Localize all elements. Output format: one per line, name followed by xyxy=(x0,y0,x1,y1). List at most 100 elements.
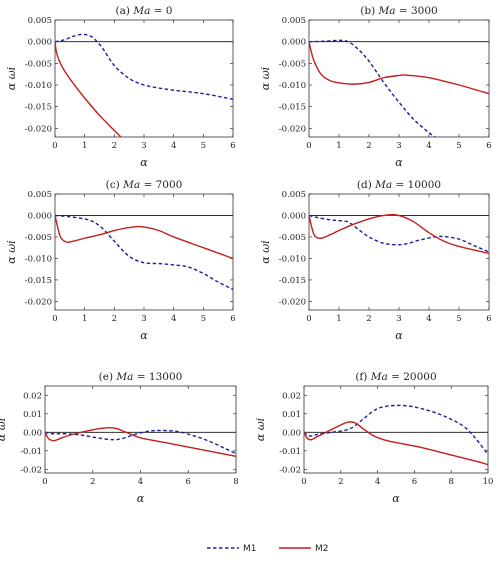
y-axis-label: α ωi xyxy=(5,240,18,263)
x-tick-label: 2 xyxy=(112,314,117,324)
panel-title: (a) Ma = 0 xyxy=(116,5,173,17)
panel-b: (b) Ma = 3000 0 1 2 3 4 5 6 0.005 0.000 -0.005 -0.0… xyxy=(259,5,492,169)
series-line-m1 xyxy=(55,33,233,100)
y-tick-label: 0.02 xyxy=(23,391,42,401)
series-group xyxy=(309,213,489,254)
panel-title-prefix: (a) xyxy=(116,5,134,17)
panel-title-prefix: (c) xyxy=(106,179,123,191)
x-tick-label: 6 xyxy=(486,314,491,324)
y-tick-label: -0.015 xyxy=(279,276,306,286)
panel-title-value: = 3000 xyxy=(396,5,438,17)
y-tick-label: -0.020 xyxy=(279,124,306,134)
y-axis-label: α ωi xyxy=(259,240,272,263)
y-tick-label: -0.005 xyxy=(279,233,306,243)
panel-title-value: = 0 xyxy=(150,5,172,17)
y-tick-label: -0.005 xyxy=(25,233,52,243)
y-tick-label: 0.000 xyxy=(282,38,306,48)
panel-title-prefix: (d) xyxy=(357,179,375,191)
series-line-m2 xyxy=(55,41,122,137)
series-line-m1 xyxy=(55,214,233,291)
y-tick-label: 0.000 xyxy=(282,211,306,221)
series-group xyxy=(55,214,233,291)
panel-e: (e) Ma = 13000 0 2 4 6 8 0.02 0.01 0.00 -0.01 -0.0… xyxy=(0,371,239,505)
plot-frame xyxy=(308,19,490,138)
y-tick-label: -0.01 xyxy=(279,447,301,457)
y-tick-label: 0.005 xyxy=(28,16,52,26)
y-tick-label: 0.005 xyxy=(282,190,306,200)
y-tick-label: -0.010 xyxy=(279,81,306,91)
panel-f: (f) Ma = 20000 0 2 4 6 8 10 0.02 0.01 0.00 -0.01 -0… xyxy=(254,371,493,505)
x-tick-label: 8 xyxy=(233,477,238,487)
y-tick-label: 0.01 xyxy=(282,410,301,420)
x-tick-label: 4 xyxy=(426,314,431,324)
y-axis-label: α ωi xyxy=(0,418,8,441)
y-tick-label: 0.005 xyxy=(28,190,52,200)
series-line-m1 xyxy=(309,39,437,137)
legend-label-m1: M1 xyxy=(243,544,257,554)
y-tick-label: -0.015 xyxy=(279,103,306,113)
y-tick-label: 0.005 xyxy=(282,16,306,26)
series-group xyxy=(55,33,233,137)
legend: M1 M2 xyxy=(207,544,329,554)
x-tick-label: 0 xyxy=(306,141,311,151)
y-tick-label: 0.000 xyxy=(28,38,52,48)
x-axis-label: α xyxy=(392,492,400,505)
series-line-m2 xyxy=(309,213,489,254)
panel-c: (c) Ma = 7000 0 1 2 3 4 5 6 0.005 0.000 -0.005 -0.0… xyxy=(5,179,236,342)
series-line-m1 xyxy=(304,404,488,455)
x-tick-label: 5 xyxy=(456,141,461,151)
x-tick-label: 5 xyxy=(201,141,206,151)
x-tick-label: 5 xyxy=(201,314,206,324)
x-tick-label: 3 xyxy=(396,314,401,324)
y-tick-label: -0.020 xyxy=(279,297,306,307)
series-line-m2 xyxy=(55,215,233,260)
y-tick-label: -0.010 xyxy=(279,254,306,264)
y-tick-label: 0.02 xyxy=(282,391,301,401)
panel-d: (d) Ma = 10000 0 1 2 3 4 5 6 0.005 0.000 -0.005 -0.… xyxy=(259,179,492,342)
panel-title: (b) Ma = 3000 xyxy=(360,5,437,17)
series-line-m2 xyxy=(304,421,488,466)
x-tick-label: 6 xyxy=(412,477,417,487)
panel-title-value: = 7000 xyxy=(140,179,182,191)
x-tick-label: 0 xyxy=(301,477,306,487)
x-tick-label: 2 xyxy=(90,477,95,487)
x-tick-label: 4 xyxy=(171,141,176,151)
panel-title-prefix: (e) xyxy=(99,371,117,383)
y-tick-label: -0.010 xyxy=(25,81,52,91)
x-axis-label: α xyxy=(395,156,403,169)
y-tick-label: 0.000 xyxy=(28,211,52,221)
panel-title: (f) Ma = 20000 xyxy=(355,371,436,383)
x-tick-label: 6 xyxy=(486,141,491,151)
y-tick-label: -0.005 xyxy=(279,59,306,69)
x-axis-label: α xyxy=(395,329,403,342)
panel-title-ma: Ma xyxy=(115,371,133,383)
x-tick-label: 0 xyxy=(52,314,57,324)
y-tick-label: -0.02 xyxy=(20,465,42,475)
y-tick-label: -0.020 xyxy=(25,124,52,134)
plot-frame xyxy=(44,385,237,474)
x-tick-label: 4 xyxy=(138,477,143,487)
panel-title: (c) Ma = 7000 xyxy=(106,179,183,191)
plot-frame xyxy=(54,193,234,311)
x-axis-label: α xyxy=(137,492,145,505)
panel-title-ma: Ma xyxy=(370,371,388,383)
panel-title-ma: Ma xyxy=(132,5,150,17)
x-tick-label: 10 xyxy=(483,477,494,487)
x-axis-label: α xyxy=(140,329,148,342)
x-tick-label: 1 xyxy=(336,141,341,151)
series-line-m1 xyxy=(309,214,489,253)
x-tick-label: 0 xyxy=(42,477,47,487)
x-tick-label: 8 xyxy=(448,477,453,487)
x-axis-label: α xyxy=(140,156,148,169)
plot-frame xyxy=(308,193,490,311)
legend-label-m2: M2 xyxy=(315,544,329,554)
panel-title-prefix: (b) xyxy=(360,5,378,17)
y-tick-label: -0.020 xyxy=(25,297,52,307)
y-axis-label: α ωi xyxy=(254,418,267,441)
y-tick-label: -0.010 xyxy=(25,254,52,264)
panel-title-ma: Ma xyxy=(378,5,396,17)
y-tick-label: -0.015 xyxy=(25,103,52,113)
x-tick-label: 4 xyxy=(426,141,431,151)
x-tick-label: 0 xyxy=(306,314,311,324)
